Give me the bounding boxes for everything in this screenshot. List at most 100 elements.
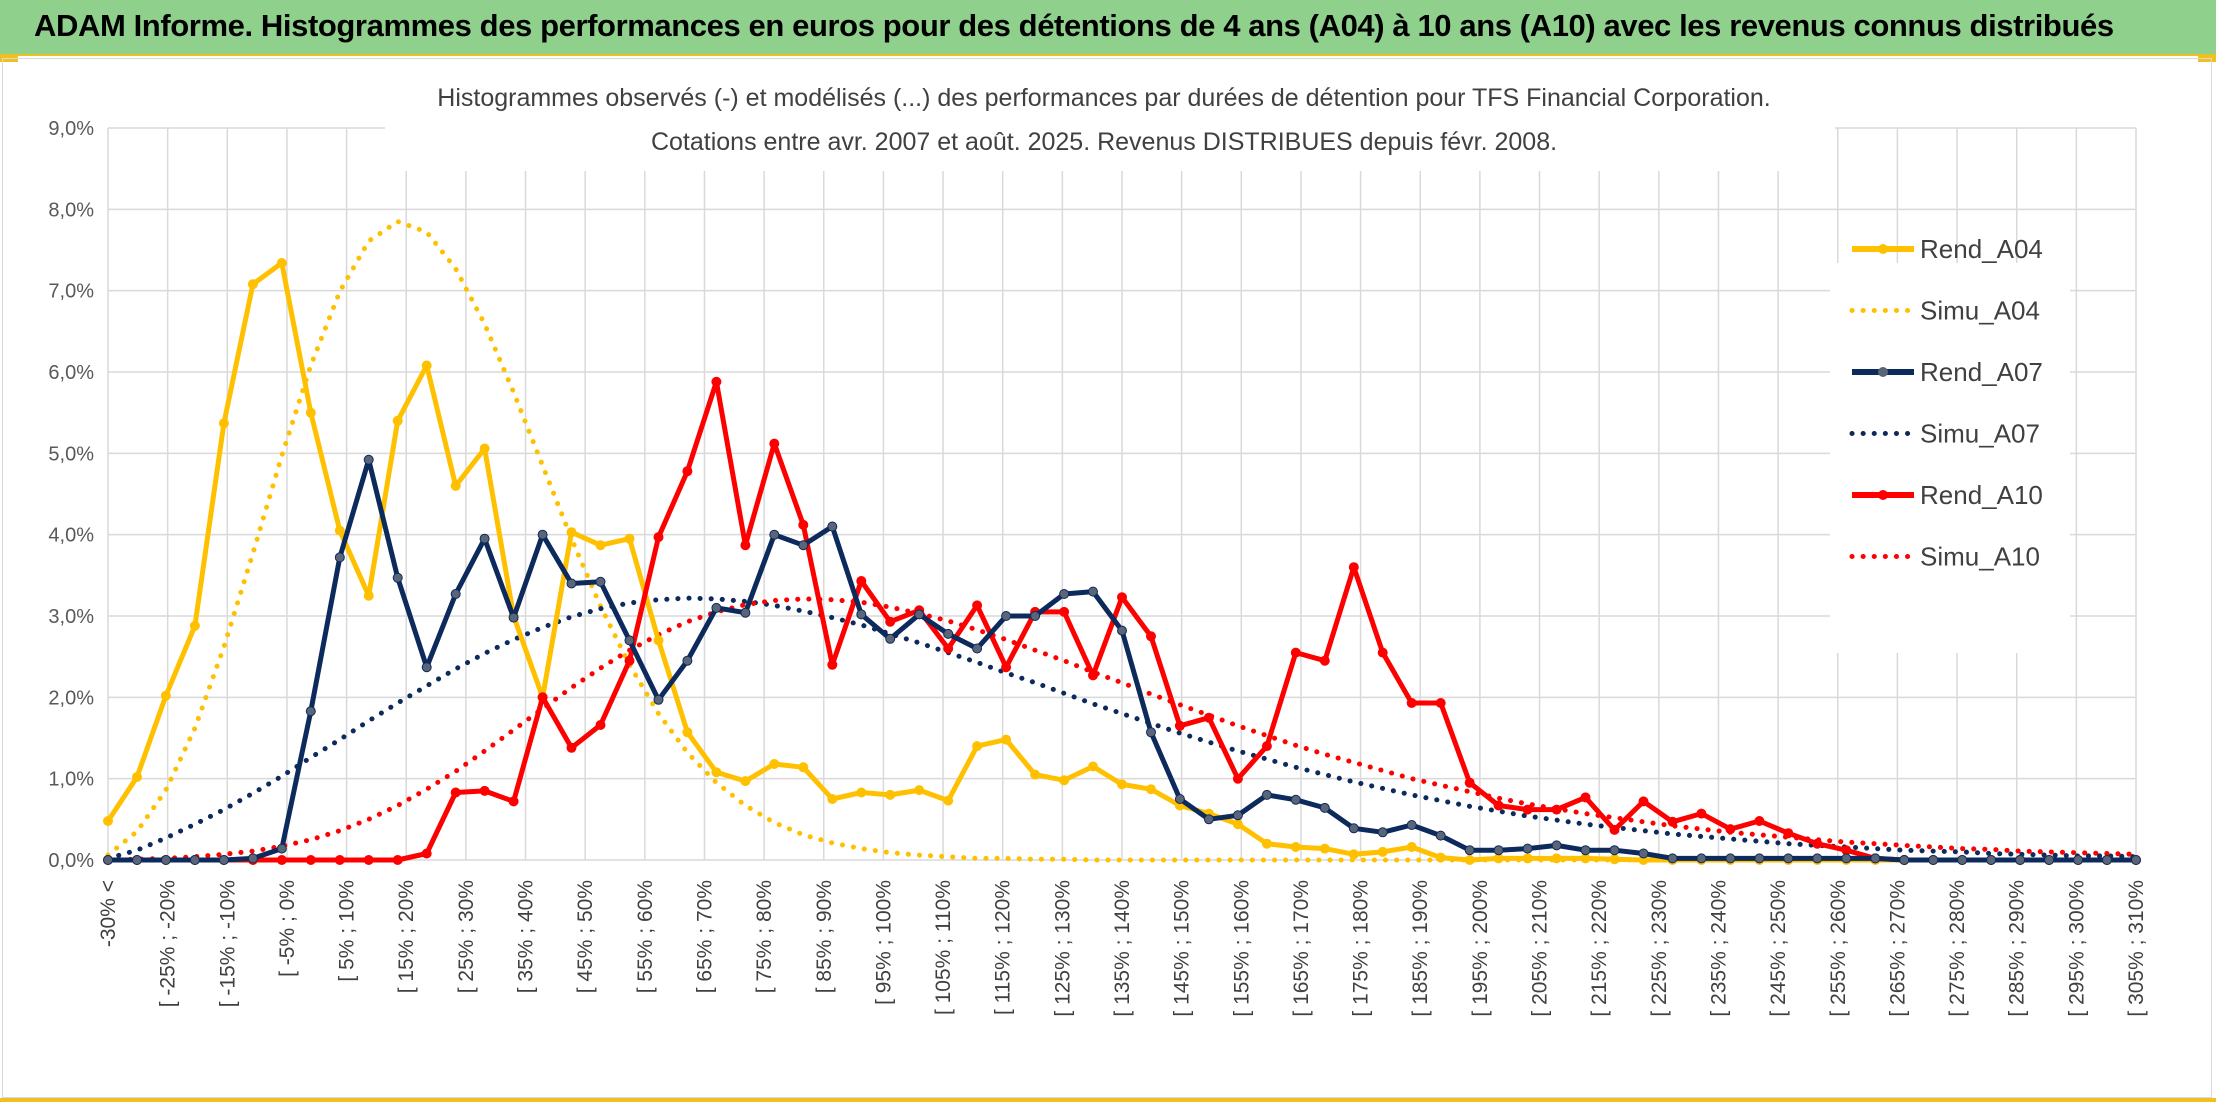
data-point	[1001, 662, 1012, 673]
data-point	[1957, 855, 1968, 865]
y-tick-label: 6,0%	[48, 362, 94, 384]
data-point	[769, 438, 780, 449]
x-tick-label: [ 175% ; 180%	[1350, 880, 1373, 1017]
legend-item-rend-a10: Rend_A10	[1852, 480, 2043, 510]
data-point	[189, 620, 200, 631]
data-point	[1146, 727, 1156, 738]
data-point	[1667, 853, 1678, 864]
data-point	[1203, 712, 1214, 723]
data-point	[740, 776, 751, 787]
data-point	[1290, 647, 1301, 658]
data-point	[1001, 734, 1012, 745]
data-point	[450, 787, 461, 798]
data-point	[276, 258, 287, 268]
data-point	[972, 741, 983, 752]
data-point	[1319, 655, 1330, 666]
data-point	[943, 795, 954, 806]
data-point	[1319, 802, 1330, 813]
y-axis-ticks: 0,0% 1,0% 2,0% 3,0% 4,0% 5,0% 6,0% 7,0% 8,0% 9,0%	[48, 118, 94, 872]
legend-item-simu-a10: Simu_A10	[1849, 542, 2040, 572]
y-tick-label: 5,0%	[48, 443, 94, 465]
data-point	[508, 612, 519, 623]
histogram-chart: 0,0% 1,0% 2,0% 3,0% 4,0% 5,0% 6,0% 7,0% 8,0% 9,0%…	[48, 61, 2148, 1017]
bottom-accent	[0, 1098, 2216, 1102]
data-point	[1696, 808, 1707, 819]
corner-accent-right	[2198, 56, 2216, 62]
data-point	[334, 525, 345, 536]
legend-marker	[1878, 367, 1888, 377]
data-point	[769, 529, 780, 540]
data-point	[1783, 828, 1794, 839]
corner-accent-left	[0, 56, 18, 62]
data-point	[1117, 779, 1127, 790]
data-point	[421, 848, 432, 859]
series-group	[103, 219, 2141, 865]
x-tick-label: [ 255% ; 260%	[1827, 880, 1850, 1017]
data-point	[1261, 741, 1272, 752]
data-point	[1493, 845, 1504, 856]
data-point	[827, 521, 838, 532]
data-point	[1580, 792, 1591, 803]
data-point	[885, 789, 896, 800]
data-point	[711, 767, 722, 778]
data-point	[566, 527, 577, 538]
x-tick-label: [ 95% ; 100%	[872, 880, 895, 1005]
data-point	[1406, 698, 1417, 708]
data-point	[1088, 670, 1098, 681]
data-point	[1406, 820, 1417, 830]
legend-label: Simu_A10	[1920, 542, 2040, 572]
x-tick-label: [ -25% ; -20%	[157, 880, 180, 1007]
data-point	[1377, 647, 1388, 658]
data-point	[1638, 796, 1649, 807]
data-point	[363, 590, 374, 601]
legend-label: Rend_A04	[1920, 234, 2043, 264]
data-point	[624, 655, 635, 666]
data-point	[914, 785, 925, 796]
data-point	[1261, 789, 1272, 800]
data-point	[1580, 845, 1591, 856]
data-point	[1841, 853, 1852, 864]
legend-item-rend-a04: Rend_A04	[1852, 234, 2043, 264]
data-point	[972, 643, 983, 654]
data-point	[103, 855, 113, 865]
data-point	[160, 855, 171, 865]
data-point	[943, 628, 954, 639]
data-point	[1928, 855, 1939, 865]
data-point	[1435, 852, 1446, 863]
x-tick-label: [ 15% ; 20%	[395, 880, 418, 993]
data-point	[2102, 855, 2112, 865]
data-point	[2044, 855, 2055, 865]
title-banner: ADAM Informe. Histogrammes des performan…	[0, 0, 2216, 56]
x-tick-label: [ 85% ; 90%	[813, 880, 836, 993]
y-tick-label: 1,0%	[48, 769, 94, 791]
data-point	[653, 635, 664, 646]
legend: Rend_A04 Simu_A04 Rend_A07 Simu_A07 Rend_A10…	[1830, 234, 2070, 653]
x-tick-label: [ 285% ; 290%	[2006, 880, 2029, 1017]
data-point	[1348, 849, 1359, 860]
x-tick-label: [ -15% ; -10%	[216, 880, 239, 1007]
data-point	[1725, 824, 1736, 835]
data-point	[711, 376, 722, 387]
data-point	[682, 466, 693, 477]
data-point	[1609, 854, 1620, 865]
x-tick-label: [ 105% ; 110%	[932, 880, 955, 1015]
data-point	[1493, 853, 1504, 864]
legend-label: Rend_A10	[1920, 480, 2043, 510]
data-point	[827, 659, 838, 670]
x-tick-label: [ 235% ; 240%	[1707, 880, 1730, 1017]
data-point	[856, 576, 867, 586]
data-point	[1464, 777, 1475, 788]
data-point	[1261, 838, 1272, 849]
data-point	[1696, 853, 1707, 864]
data-point	[479, 785, 490, 796]
x-tick-label: [ 65% ; 70%	[693, 880, 716, 993]
x-tick-label: [ 245% ; 250%	[1767, 880, 1790, 1017]
data-point	[624, 635, 635, 646]
data-point	[827, 794, 838, 804]
data-point	[682, 727, 693, 738]
data-point	[566, 742, 577, 753]
data-point	[1841, 845, 1852, 856]
data-point	[1812, 838, 1823, 849]
x-tick-label: [ 75% ; 80%	[753, 880, 776, 993]
data-point	[1001, 611, 1012, 621]
